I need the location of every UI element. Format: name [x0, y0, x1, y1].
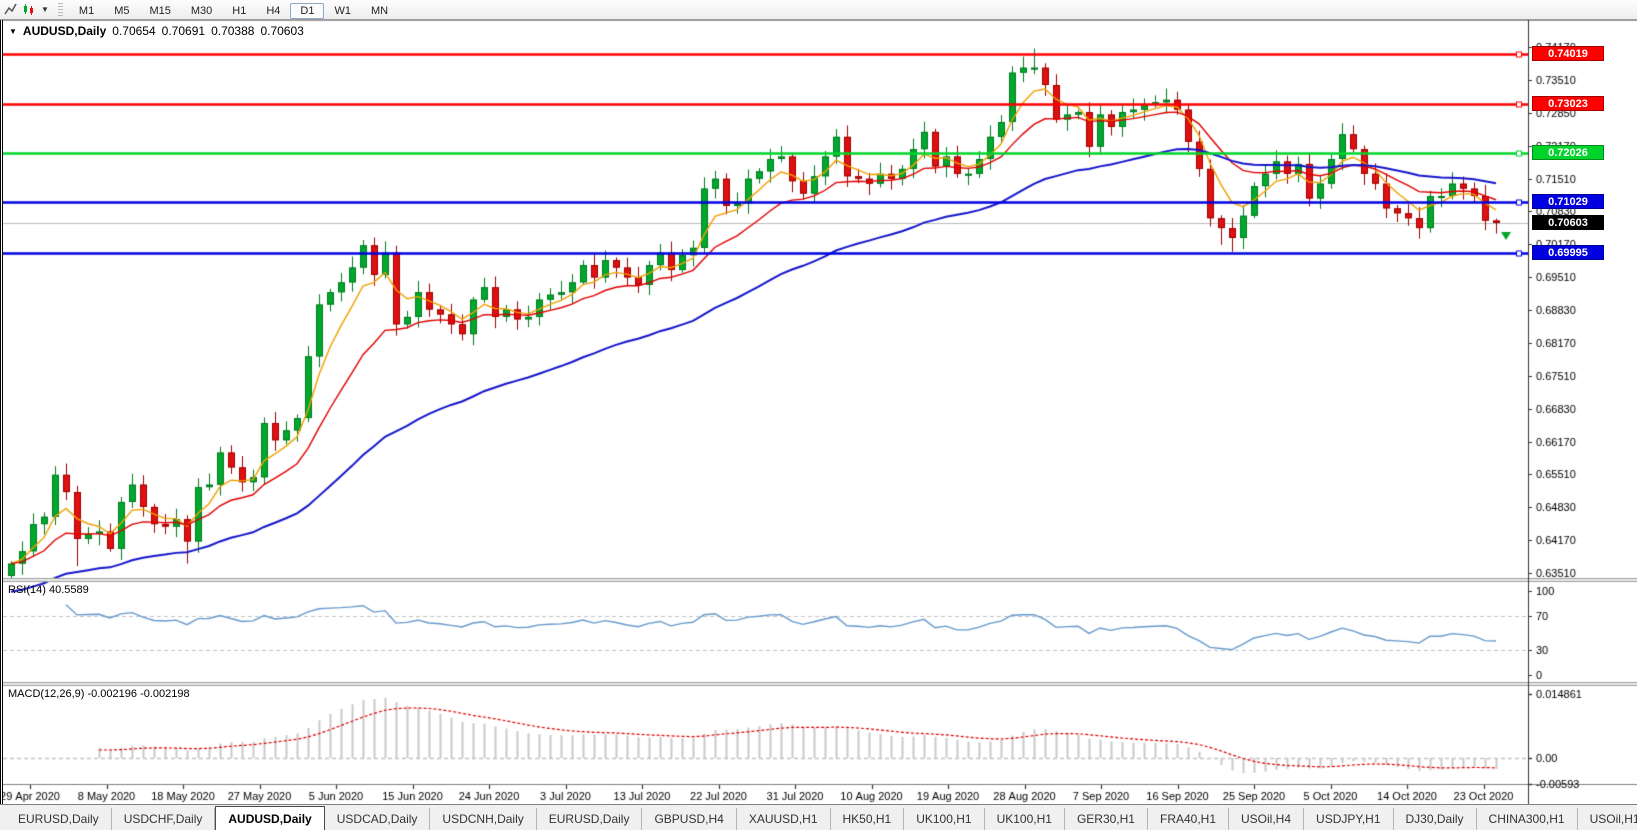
tab-gbpusd-h4[interactable]: GBPUSD,H4 — [642, 808, 737, 830]
price-chart-canvas[interactable] — [3, 20, 1637, 804]
cursor-tool-icon[interactable] — [2, 2, 18, 18]
timeframe-button-m15[interactable]: M15 — [149, 4, 171, 17]
chart-type-icon[interactable] — [20, 2, 36, 18]
tab-xauusd-h1[interactable]: XAUUSD,H1 — [737, 808, 831, 830]
toolbar-grip[interactable] — [57, 2, 63, 17]
chart-symbol-label: AUDUSD,Daily — [22, 24, 107, 38]
tab-hk50-h1[interactable]: HK50,H1 — [831, 808, 905, 830]
tab-usoil-h1[interactable]: USOil,H1 — [1578, 808, 1637, 830]
tab-usoil-h4[interactable]: USOil,H4 — [1229, 808, 1305, 830]
chart-tab-bar: EURUSD,Daily USDCHF,Daily AUDUSD,Daily USDC… — [0, 804, 1637, 830]
collapse-arrow-icon[interactable]: ▼ — [9, 26, 17, 36]
tab-usdjpy-h1[interactable]: USDJPY,H1 — [1304, 808, 1394, 830]
timeframe-button-m1[interactable]: M1 — [78, 4, 95, 17]
timeframe-button-h1[interactable]: H1 — [232, 4, 247, 17]
chart-window: ▼ AUDUSD,Daily 0.70654 0.70691 0.70388 0… — [0, 20, 1637, 804]
timeframe-toolbar: ▼ M1 M5 M15 M30 H1 H4 D1 W1 MN — [0, 0, 1637, 20]
macd-indicator-label: MACD(12,26,9) -0.002196 -0.002198 — [8, 688, 190, 700]
tab-usdcad-daily[interactable]: USDCAD,Daily — [325, 808, 431, 830]
tab-dj30-daily[interactable]: DJ30,Daily — [1394, 808, 1477, 830]
price-tag-current-price-0.70603: 0.70603 — [1532, 215, 1604, 230]
ohlc-close: 0.70603 — [260, 24, 304, 38]
tab-audusd-daily[interactable]: AUDUSD,Daily — [215, 806, 325, 830]
timeframe-button-mn[interactable]: MN — [370, 4, 389, 17]
timeframe-button-d1[interactable]: D1 — [290, 2, 325, 19]
rsi-indicator-label: RSI(14) 40.5589 — [8, 584, 89, 596]
price-tag-support-0.69995[interactable]: 0.69995 — [1532, 245, 1604, 260]
tab-eurusd-daily[interactable]: EURUSD,Daily — [537, 808, 643, 830]
tab-china300-h1[interactable]: CHINA300,H1 — [1477, 808, 1578, 830]
tab-usdcnh-daily[interactable]: USDCNH,Daily — [430, 808, 537, 830]
chevron-down-icon[interactable]: ▼ — [41, 5, 49, 14]
price-tag-pivot-0.72026[interactable]: 0.72026 — [1532, 145, 1604, 160]
tab-eurusd-daily[interactable]: EURUSD,Daily — [6, 808, 112, 830]
ohlc-open: 0.70654 — [112, 24, 156, 38]
tab-ger30-h1[interactable]: GER30,H1 — [1065, 808, 1148, 830]
ohlc-low: 0.70388 — [211, 24, 255, 38]
price-tag-support-0.71029[interactable]: 0.71029 — [1532, 194, 1604, 209]
price-tag-resistance-0.73023[interactable]: 0.73023 — [1532, 96, 1604, 111]
ohlc-high: 0.70691 — [161, 24, 206, 38]
tab-fra40-h1[interactable]: FRA40,H1 — [1148, 808, 1230, 830]
tab-usdchf-daily[interactable]: USDCHF,Daily — [112, 808, 216, 830]
tab-uk100-h1[interactable]: UK100,H1 — [904, 808, 985, 830]
timeframe-button-m30[interactable]: M30 — [190, 4, 213, 17]
timeframe-button-h4[interactable]: H4 — [266, 4, 281, 17]
timeframe-buttons: M1 M5 M15 M30 H1 H4 D1 W1 MN — [69, 1, 398, 19]
tab-uk100-h1[interactable]: UK100,H1 — [985, 808, 1065, 830]
chart-title: ▼ AUDUSD,Daily 0.70654 0.70691 0.70388 0… — [9, 24, 304, 38]
timeframe-button-w1[interactable]: W1 — [334, 4, 351, 17]
timeframe-button-m5[interactable]: M5 — [114, 4, 130, 17]
price-tag-resistance-0.74019[interactable]: 0.74019 — [1532, 46, 1604, 61]
